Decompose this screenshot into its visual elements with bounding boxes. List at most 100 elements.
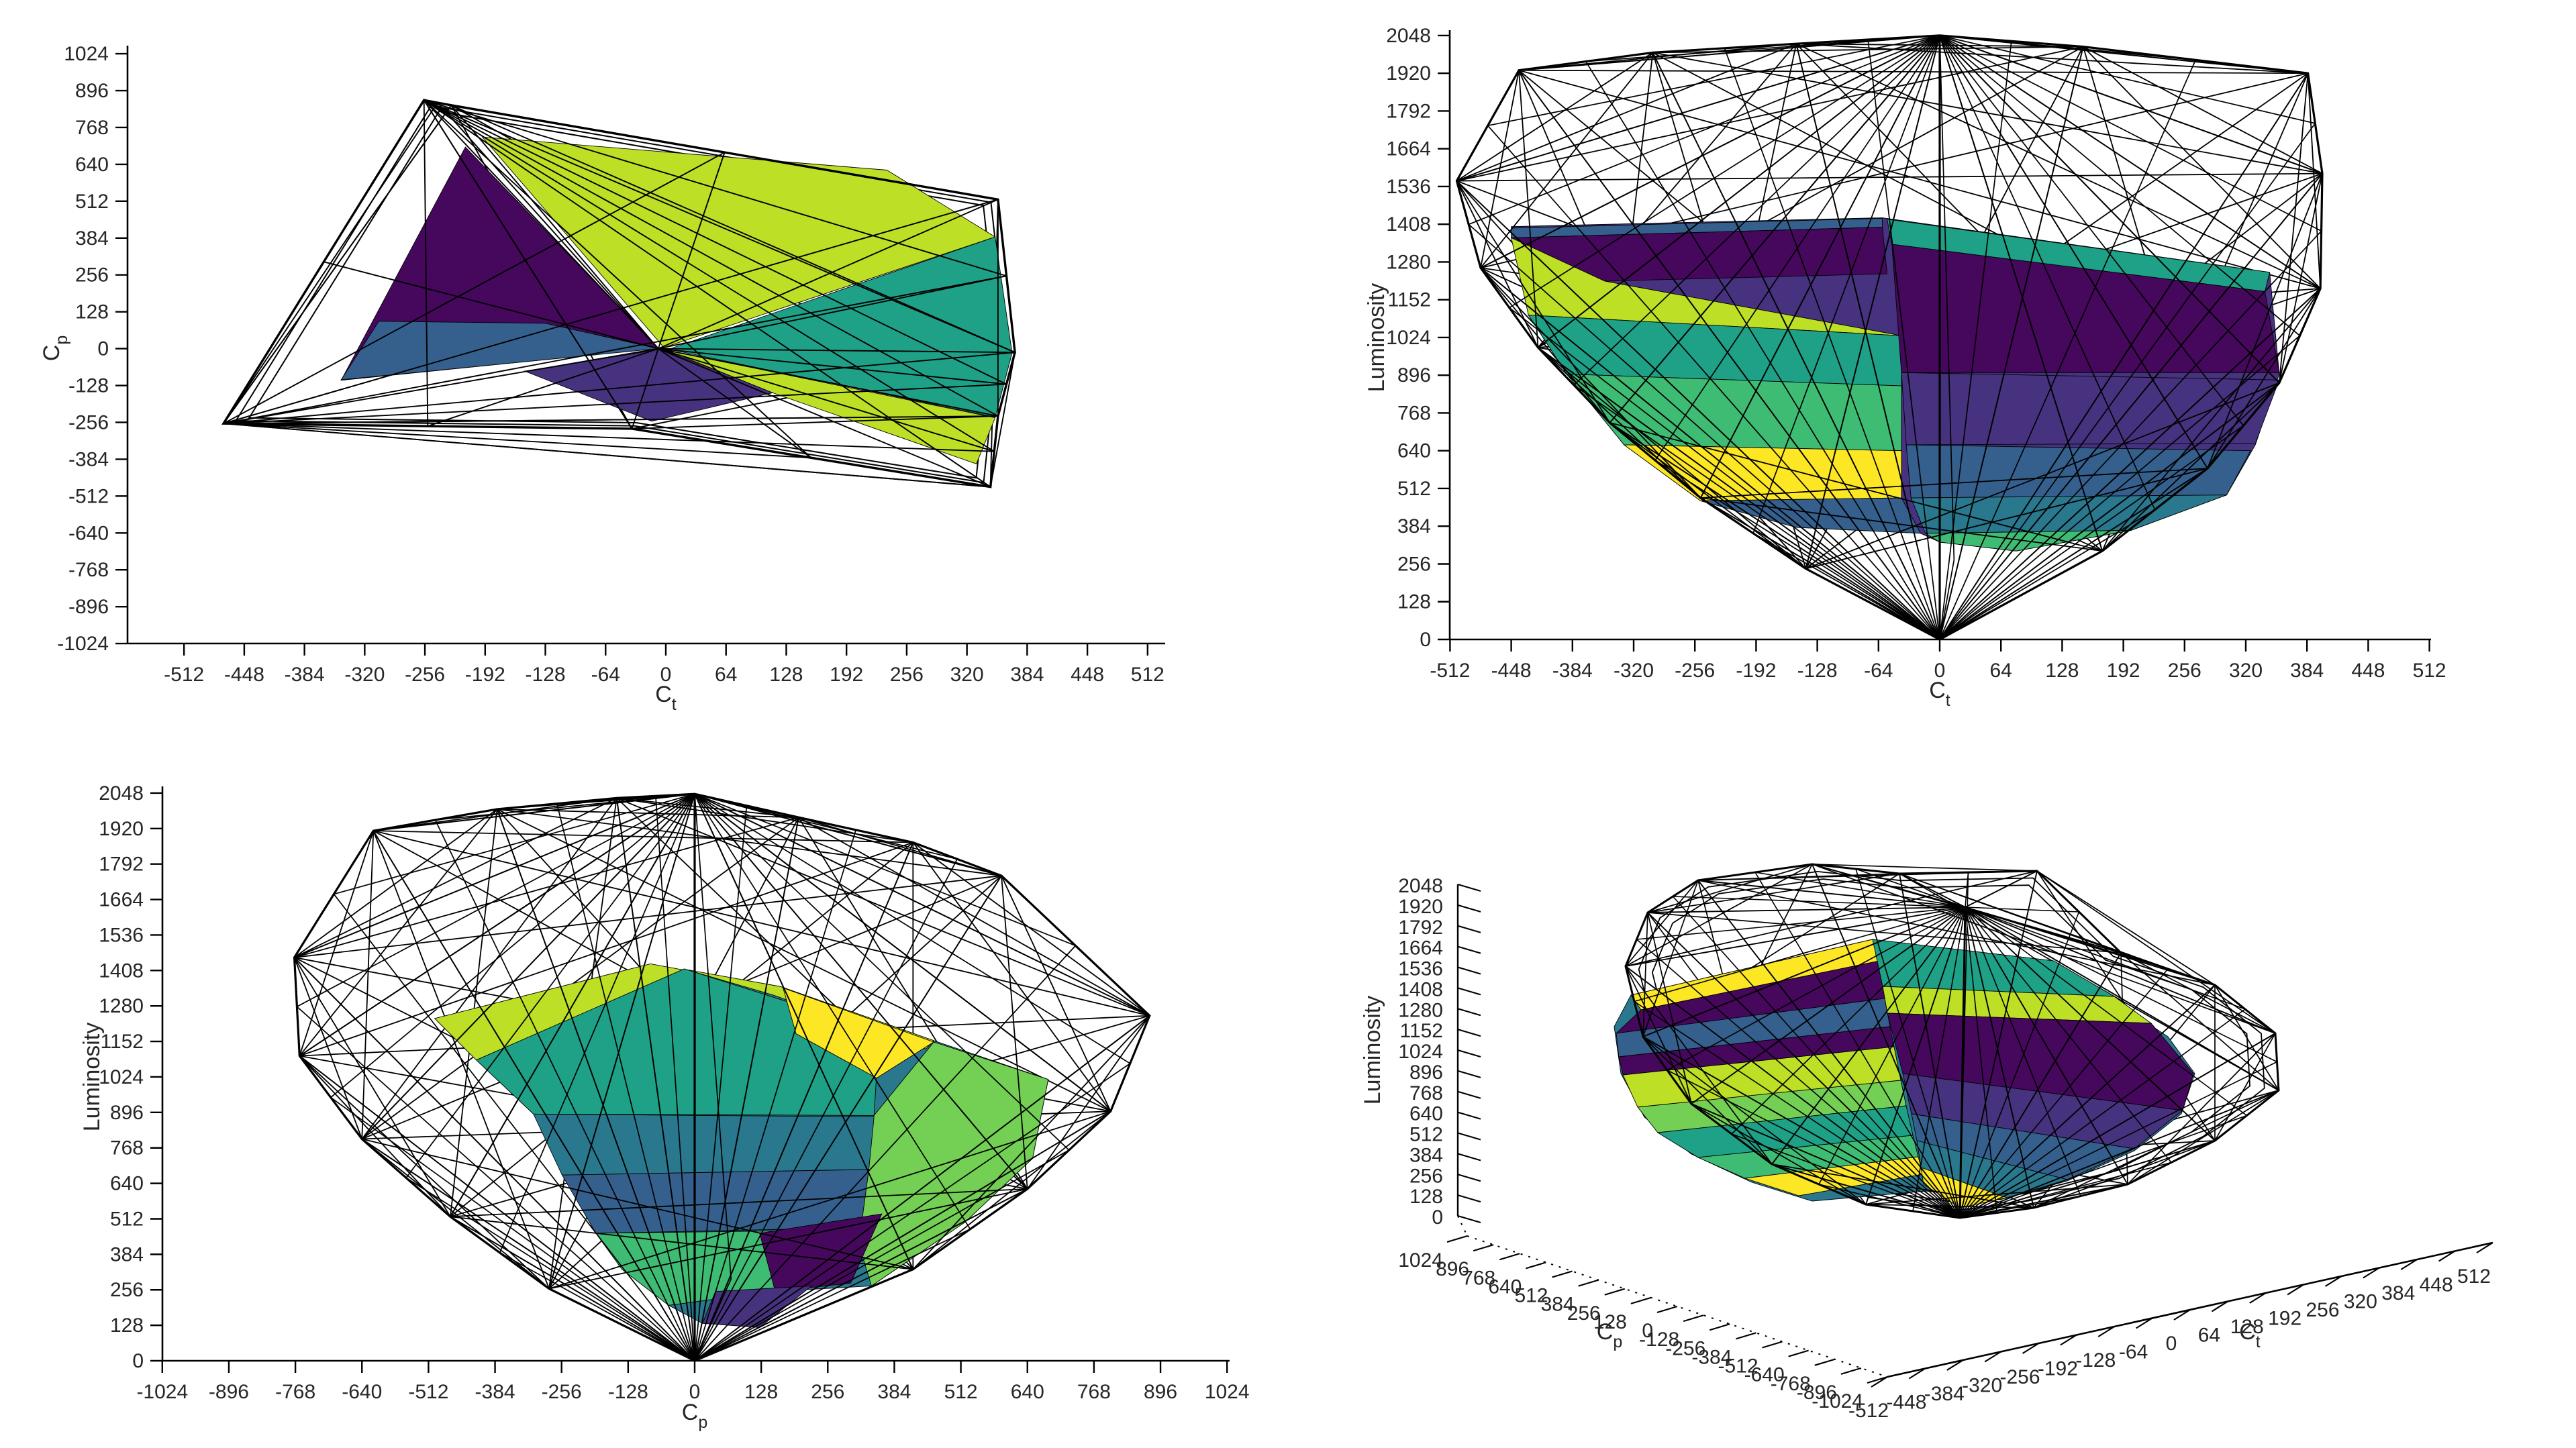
cp-tick-label: -128 bbox=[1639, 1329, 1679, 1351]
mesh-fan-line bbox=[424, 99, 1007, 277]
mesh-fan-line bbox=[293, 957, 695, 1361]
mesh-fan-line bbox=[658, 348, 1015, 354]
mesh-front-layer bbox=[293, 792, 1151, 1362]
mesh-chord-line bbox=[362, 1138, 913, 1270]
x-tick-label: -256 bbox=[542, 1381, 582, 1403]
mesh-fan-line bbox=[1573, 35, 1940, 386]
ct-tick-label: -64 bbox=[2119, 1341, 2148, 1363]
mesh-fan-line bbox=[657, 152, 726, 349]
mesh-chord-line bbox=[1609, 422, 2103, 552]
luminosity-axis-tick bbox=[1457, 883, 1481, 892]
ct-axis-tick bbox=[2211, 1300, 2228, 1312]
mesh-chord-line bbox=[798, 817, 1150, 1017]
cp-tick-label: -512 bbox=[1718, 1355, 1758, 1378]
luminosity-axis-tick bbox=[1457, 925, 1481, 933]
mesh-fan-line bbox=[694, 1188, 1028, 1361]
cp-axis-tick bbox=[1446, 1235, 1468, 1243]
mesh-chord-line bbox=[912, 841, 1150, 1017]
mesh-chord-line bbox=[616, 797, 1150, 1017]
y-tick-label: 640 bbox=[1397, 440, 1431, 462]
mesh-chord-line bbox=[1609, 422, 1807, 570]
luminosity-tick-label: 1664 bbox=[1398, 937, 1443, 960]
cp-tick-label: 640 bbox=[1488, 1276, 1522, 1298]
mesh-chord-line bbox=[1001, 875, 1111, 1112]
ct-tick-label: 0 bbox=[2166, 1333, 2177, 1355]
x-tick-label: 1024 bbox=[1205, 1381, 1250, 1403]
x-tick-label: -320 bbox=[344, 664, 385, 686]
luminosity-axis-tick bbox=[1457, 1174, 1481, 1182]
mesh-chord-line bbox=[1691, 1103, 1867, 1205]
mesh-rim-outline bbox=[1624, 863, 2280, 1219]
mesh-chord-line bbox=[423, 99, 633, 429]
mesh-front-layer bbox=[1455, 34, 2324, 641]
mesh-fan-line bbox=[1939, 35, 2280, 384]
cp-axis-tick bbox=[1473, 1244, 1494, 1252]
mesh-fan-line bbox=[694, 793, 1070, 1151]
y-tick-label: 2048 bbox=[99, 782, 144, 805]
mesh-chord-line bbox=[1771, 1163, 1961, 1219]
mesh-chord-line bbox=[299, 1055, 451, 1217]
mesh-fan-line bbox=[423, 99, 659, 350]
x-tick-label: 640 bbox=[1011, 1381, 1044, 1403]
mesh-chord-line bbox=[497, 809, 1002, 876]
y-tick-label: -256 bbox=[68, 411, 109, 433]
mesh-chord-line bbox=[694, 793, 1002, 876]
mesh-chord-line bbox=[1959, 1184, 2128, 1219]
mesh-fan-line bbox=[450, 793, 695, 1217]
y-tick-label: 640 bbox=[75, 154, 109, 176]
x-tick-label: 448 bbox=[1071, 664, 1104, 686]
y-axis-title: Luminosity bbox=[1364, 283, 1389, 393]
mesh-fan-line bbox=[424, 99, 1015, 354]
mesh-fan-line bbox=[424, 99, 812, 458]
cp-axis-line bbox=[1467, 1235, 1888, 1378]
mesh-chord-line bbox=[1642, 912, 1648, 1037]
luminosity-tick-label: 1280 bbox=[1398, 999, 1443, 1021]
mesh-chord-line bbox=[1642, 1036, 1867, 1205]
mesh-fan-line bbox=[1537, 35, 1940, 348]
mesh-fan-line bbox=[694, 793, 1131, 1064]
luminosity-tick-label: 2048 bbox=[1398, 875, 1443, 897]
mesh-fan-line bbox=[1625, 907, 1966, 967]
mesh-fan-line bbox=[694, 793, 1150, 1017]
ct-axis-tick bbox=[2363, 1267, 2380, 1279]
mesh-fan-line bbox=[694, 1229, 971, 1361]
mesh-fan-line bbox=[1939, 46, 2084, 640]
mesh-chord-line bbox=[798, 817, 1002, 876]
mesh-fan-line bbox=[1480, 267, 1940, 640]
y-tick-label: 128 bbox=[75, 301, 109, 323]
mesh-center-line bbox=[1959, 907, 1967, 1219]
x-tick-label: -448 bbox=[1491, 660, 1532, 682]
mesh-chord-line bbox=[2101, 288, 2321, 552]
mesh-fan-line bbox=[1959, 1033, 2276, 1219]
x-tick-label: 64 bbox=[715, 664, 737, 686]
x-tick-label: 0 bbox=[660, 664, 672, 686]
cp-tick-label: 384 bbox=[1541, 1294, 1575, 1316]
mesh-chord-line bbox=[2036, 870, 2216, 986]
mesh-fan-line bbox=[658, 275, 1007, 350]
x-tick-label: 256 bbox=[811, 1381, 844, 1403]
mesh-fan-line bbox=[223, 102, 438, 424]
cp-tick-label: -896 bbox=[1797, 1382, 1837, 1404]
y-tick-label: 1664 bbox=[1386, 138, 1431, 160]
cp-tick-label: 256 bbox=[1567, 1302, 1601, 1325]
subplot-top-view-ct-cp: -512 -448 -384 -320 -256 -192 -128 -64 0 64 128 192… bbox=[39, 43, 1165, 714]
x-tick-label: -384 bbox=[285, 664, 325, 686]
mesh-fan-line bbox=[223, 348, 658, 425]
mesh-fan-line bbox=[1912, 907, 1966, 1212]
mesh-chord-line bbox=[293, 957, 451, 1217]
mesh-chord-line bbox=[2307, 73, 2322, 289]
mesh-fan-line bbox=[1537, 347, 1940, 640]
x-tick-label: -128 bbox=[526, 664, 566, 686]
cp-axis-tick bbox=[1840, 1367, 1862, 1375]
mesh-fan-line bbox=[694, 793, 1111, 1113]
y-tick-label: 128 bbox=[1397, 591, 1431, 613]
luminosity-axis-tick bbox=[1457, 1132, 1481, 1141]
ct-axis-tick bbox=[2287, 1284, 2304, 1296]
mesh-chord-line bbox=[373, 830, 1150, 1017]
mesh-fan-line bbox=[299, 793, 695, 1057]
mesh-chord-line bbox=[497, 809, 1111, 1113]
mesh-fan-line bbox=[1642, 1036, 1961, 1219]
ct-tick-label: -448 bbox=[1886, 1392, 1926, 1414]
mesh-front-layer bbox=[1624, 863, 2280, 1219]
y-tick-label: 256 bbox=[1397, 553, 1431, 575]
